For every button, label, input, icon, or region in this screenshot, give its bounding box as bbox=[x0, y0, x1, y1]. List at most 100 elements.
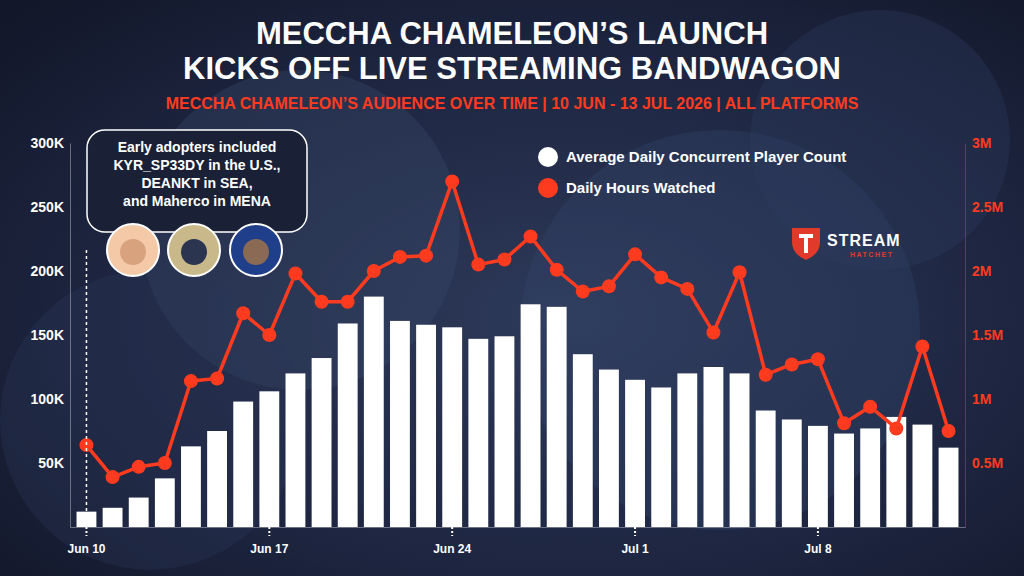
annotation-text: DEANKT in SEA, bbox=[141, 175, 252, 191]
line-marker bbox=[915, 340, 929, 354]
y2-tick: 0.5M bbox=[965, 455, 1003, 471]
annotation-text: Early adopters included bbox=[118, 139, 277, 155]
bar bbox=[207, 431, 227, 527]
bar bbox=[939, 448, 959, 527]
y2-tick-label: 1M bbox=[972, 391, 991, 407]
bar bbox=[886, 417, 906, 527]
y2-axis-line bbox=[965, 144, 966, 528]
bar bbox=[808, 426, 828, 527]
bar bbox=[860, 428, 880, 527]
bar bbox=[233, 402, 253, 527]
line-marker bbox=[785, 357, 799, 371]
annotation-box bbox=[87, 130, 307, 232]
y2-tick: 2.5M bbox=[965, 199, 1003, 215]
y2-tick: 1.5M bbox=[965, 327, 1003, 343]
y-tick: 200K bbox=[31, 263, 70, 279]
y-tick: 250K bbox=[31, 199, 70, 215]
bar bbox=[521, 304, 541, 527]
avatar bbox=[168, 224, 220, 276]
line-marker bbox=[706, 325, 720, 339]
bar bbox=[390, 321, 410, 527]
legend-swatch bbox=[538, 147, 558, 167]
bar bbox=[129, 498, 149, 527]
line-marker bbox=[236, 306, 250, 320]
x-tick: Jun 17 bbox=[250, 527, 288, 556]
line-marker bbox=[262, 328, 276, 342]
bar bbox=[599, 370, 619, 527]
line-marker bbox=[419, 249, 433, 263]
line-marker bbox=[602, 279, 616, 293]
line-marker bbox=[863, 400, 877, 414]
x-tick: Jul 1 bbox=[621, 527, 649, 556]
line-marker bbox=[811, 352, 825, 366]
annotation-text: and Maherco in MENA bbox=[123, 193, 271, 209]
y-tick-label: 300K bbox=[31, 135, 64, 151]
y-tick-label: 200K bbox=[31, 263, 64, 279]
y-tick: 150K bbox=[31, 327, 70, 343]
bar bbox=[259, 391, 279, 527]
bar bbox=[364, 297, 384, 527]
chart: MECCHA CHAMELEON’S LAUNCHKICKS OFF LIVE … bbox=[0, 0, 1024, 576]
bar bbox=[416, 325, 436, 527]
line-marker bbox=[497, 252, 511, 266]
x-tick-mark bbox=[817, 527, 819, 536]
bar bbox=[77, 512, 97, 527]
line-marker bbox=[550, 263, 564, 277]
line-marker bbox=[837, 416, 851, 430]
logo-tagline: HATCHET bbox=[850, 251, 893, 258]
line-marker bbox=[132, 460, 146, 474]
y2-tick: 2M bbox=[965, 263, 991, 279]
x-tick-mark bbox=[451, 527, 453, 536]
line-marker bbox=[733, 265, 747, 279]
bar bbox=[912, 425, 932, 527]
bar bbox=[704, 367, 724, 527]
line-marker bbox=[184, 374, 198, 388]
line-marker bbox=[654, 270, 668, 284]
line-marker bbox=[942, 424, 956, 438]
line-marker bbox=[106, 470, 120, 484]
y-axis: 50K 100K 150K 200K 250K 300K bbox=[31, 135, 71, 528]
bar bbox=[495, 336, 515, 527]
avatar-face bbox=[120, 239, 146, 265]
y2-tick-label: 2.5M bbox=[972, 199, 1003, 215]
y2-tick-label: 0.5M bbox=[972, 455, 1003, 471]
bar bbox=[834, 434, 854, 527]
x-tick-label: Jun 17 bbox=[250, 542, 288, 556]
title: KICKS OFF LIVE STREAMING BANDWAGON bbox=[183, 51, 841, 86]
y-tick-label: 250K bbox=[31, 199, 64, 215]
annotation: Early adopters includedKYR_SP33DY in the… bbox=[87, 130, 307, 276]
line-marker bbox=[158, 456, 172, 470]
line-marker bbox=[393, 250, 407, 264]
line-marker bbox=[889, 421, 903, 435]
y-tick-label: 50K bbox=[38, 455, 64, 471]
line-marker bbox=[288, 267, 302, 281]
y2-tick-label: 1.5M bbox=[972, 327, 1003, 343]
y2-tick-label: 2M bbox=[972, 263, 991, 279]
y-tick: 100K bbox=[31, 391, 70, 407]
bar bbox=[338, 323, 358, 527]
line-marker bbox=[759, 368, 773, 382]
x-tick-mark bbox=[634, 527, 636, 536]
line-marker bbox=[471, 258, 485, 272]
y-tick-label: 100K bbox=[31, 391, 64, 407]
line-marker bbox=[341, 295, 355, 309]
line-marker bbox=[445, 174, 459, 188]
line-marker bbox=[576, 284, 590, 298]
logo-icon bbox=[792, 228, 820, 260]
logo: STREAMHATCHET bbox=[792, 228, 901, 260]
x-tick: Jul 8 bbox=[804, 527, 832, 556]
title-group: MECCHA CHAMELEON’S LAUNCHKICKS OFF LIVE … bbox=[183, 16, 841, 86]
y-tick: 50K bbox=[38, 455, 70, 471]
x-tick-mark bbox=[268, 527, 270, 536]
x-tick-label: Jul 8 bbox=[804, 542, 832, 556]
legend-swatch bbox=[538, 178, 558, 198]
x-tick-mark bbox=[85, 527, 87, 536]
bar bbox=[103, 508, 123, 527]
bar bbox=[677, 373, 697, 527]
avatar bbox=[230, 224, 282, 276]
legend-label: Average Daily Concurrent Player Count bbox=[566, 148, 846, 165]
y-tick: 300K bbox=[31, 135, 70, 151]
background bbox=[0, 0, 1024, 576]
bar bbox=[468, 339, 488, 527]
bar bbox=[286, 373, 306, 527]
